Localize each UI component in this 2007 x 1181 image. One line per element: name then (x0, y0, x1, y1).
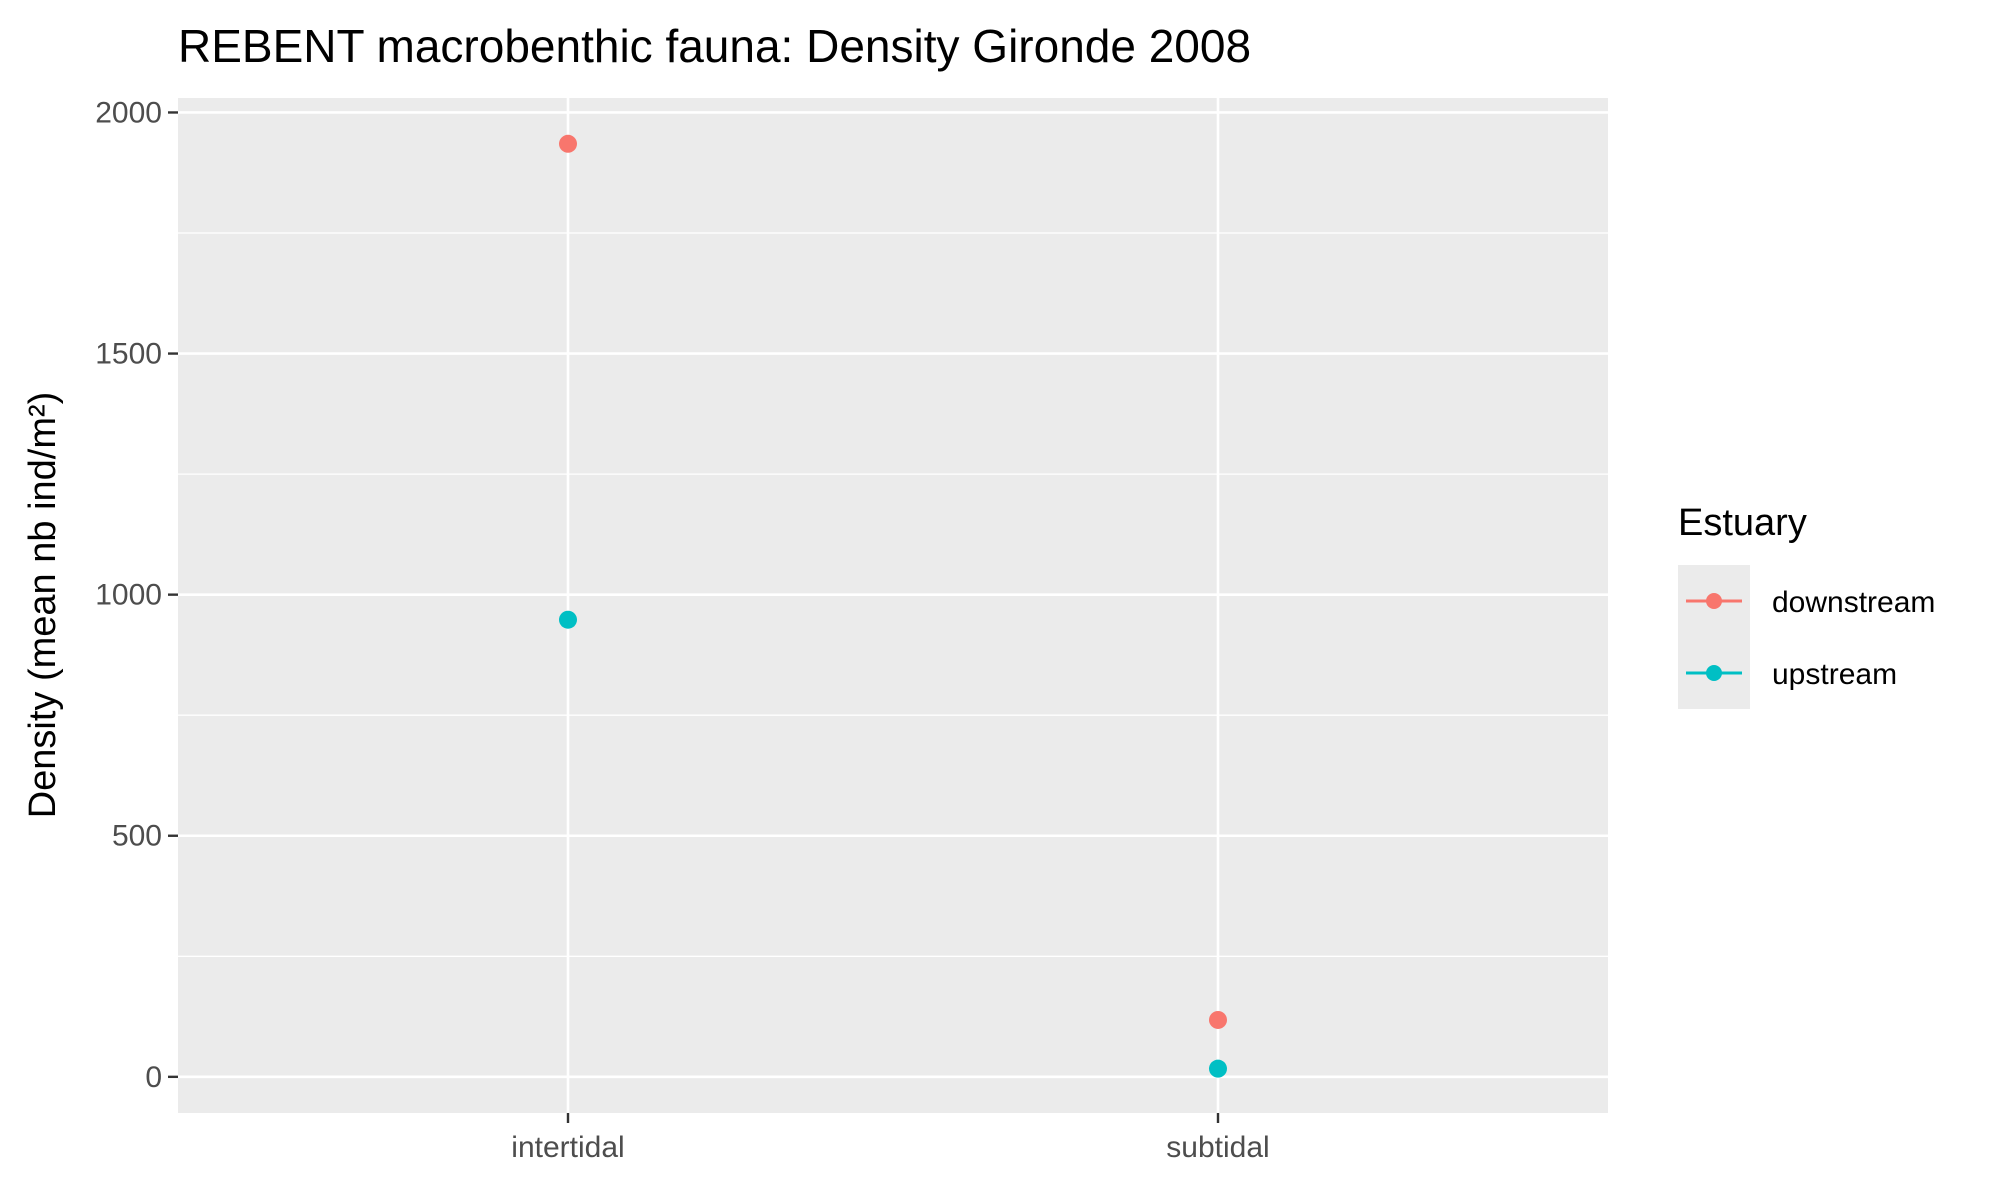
legend-keys: downstream upstream (1678, 565, 1935, 709)
y-tick-label: 1000 (95, 579, 162, 612)
x-tick-label: intertidal (511, 1131, 624, 1164)
y-axis-title: Density (mean nb ind/m²) (22, 392, 64, 819)
x-tick-label: subtidal (1166, 1131, 1269, 1164)
data-point-upstream-intertidal (559, 610, 577, 629)
data-point-downstream-subtidal (1209, 1010, 1227, 1029)
data-point-downstream-intertidal (559, 134, 577, 153)
plot-panel (178, 98, 1608, 1113)
y-tick-label: 1500 (95, 338, 162, 371)
legend-key-background (1678, 565, 1750, 709)
y-tick-label: 2000 (95, 96, 162, 129)
y-tick-label: 500 (112, 820, 162, 853)
y-axis: 0 500 1000 1500 2000 (95, 96, 178, 1094)
legend-key-point-downstream (1706, 593, 1722, 609)
y-tick-label: 0 (145, 1061, 162, 1094)
legend: Estuary downstream upstream (1678, 502, 1935, 709)
data-points (559, 134, 1227, 1078)
minor-gridlines (178, 232, 1608, 957)
legend-key-point-upstream (1706, 665, 1722, 681)
x-axis: intertidal subtidal (511, 1113, 1270, 1164)
chart-title: REBENT macrobenthic fauna: Density Giron… (178, 20, 1251, 72)
legend-label-upstream: upstream (1772, 658, 1897, 691)
data-point-upstream-subtidal (1209, 1059, 1227, 1078)
major-gridlines (178, 98, 1608, 1113)
legend-title: Estuary (1678, 502, 1807, 544)
legend-label-downstream: downstream (1772, 586, 1935, 619)
